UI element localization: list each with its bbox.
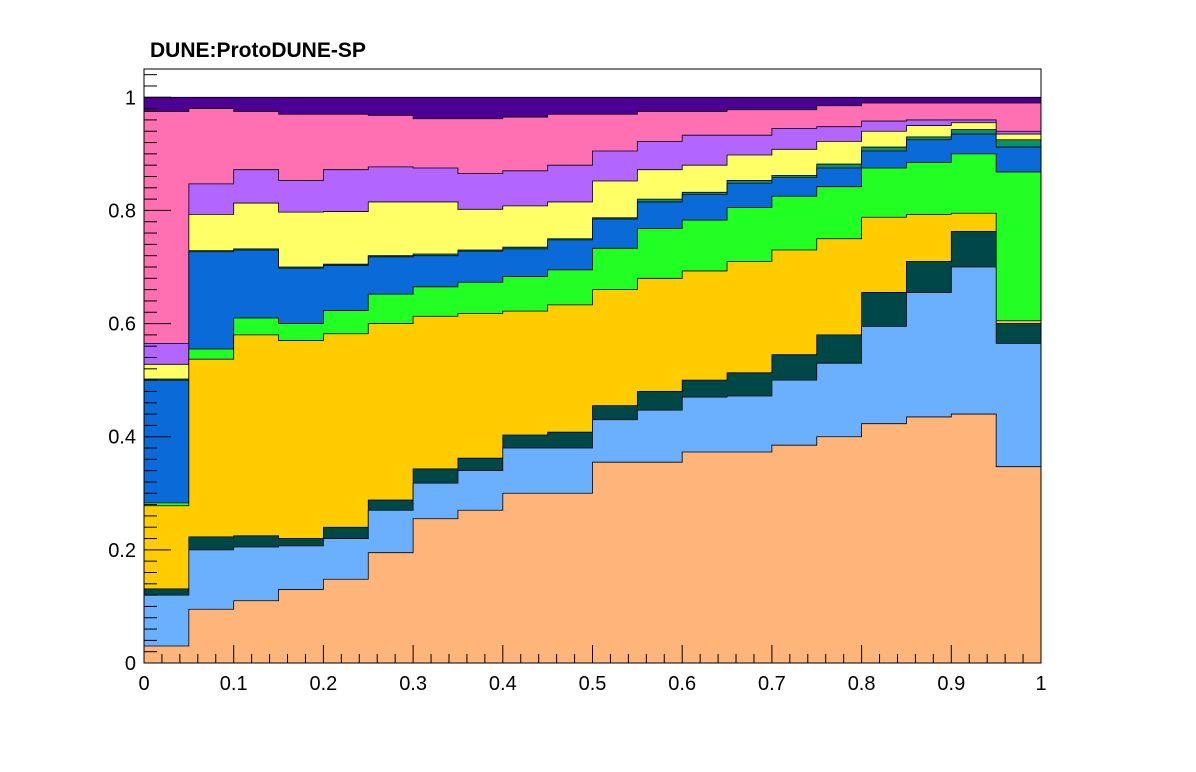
x-tick-label: 0.5 [579,673,607,695]
y-tick-label: 0 [125,653,136,675]
series-layer [143,96,1042,664]
x-tick-label: 0.9 [937,673,965,695]
x-tick-label: 0.6 [668,673,696,695]
x-tick-label: 0.2 [309,673,337,695]
chart-title: DUNE:ProtoDUNE-SP [150,39,366,62]
x-tick-label: 1 [1035,673,1046,695]
y-tick-label: 0.2 [108,540,136,562]
y-tick-label: 0.4 [108,427,136,449]
x-tick-label: 0.3 [399,673,427,695]
x-tick-label: 0 [138,673,149,695]
y-tick-label: 0.8 [108,200,136,222]
series-1-area [143,413,1042,664]
x-tick-label: 0.4 [489,673,517,695]
x-tick-label: 0.8 [848,673,876,695]
y-tick-label: 1 [125,87,136,109]
y-tick-label: 0.6 [108,314,136,336]
axis-layer: 0 0.1 0.2 0.3 0.4 0.5 0.6 0.7 0.8 0.9 1 0 0.2 0.4 0.6 0… [108,74,1047,695]
x-tick-label: 0.7 [758,673,786,695]
x-tick-label: 0.1 [220,673,248,695]
